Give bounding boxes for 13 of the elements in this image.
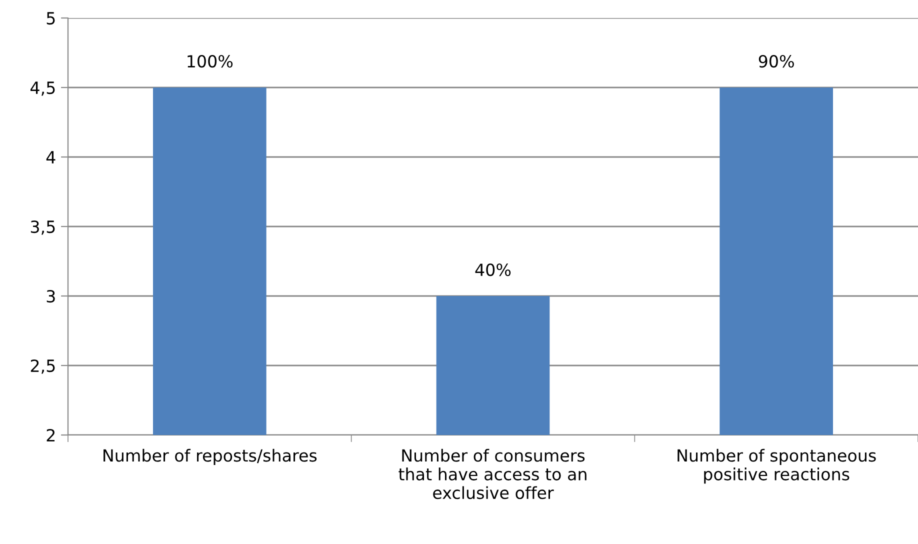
x-tick-label: Number of consumers that have access to an exclusive offer (398, 448, 586, 500)
x-tick-label: Number of reposts/shares (104, 448, 317, 466)
annotation: 90% (758, 54, 794, 68)
y-tick-label: 2 (46, 428, 55, 442)
y-tick-label: 3,5 (30, 220, 55, 235)
x-tick-label: Number of spontaneous positive reactions (678, 448, 876, 484)
annotation: 100% (188, 54, 233, 68)
y-tick-label: 4 (46, 151, 56, 164)
y-tick-label: 4,5 (30, 82, 55, 96)
y-tick-label: 5 (46, 12, 55, 25)
y-tick-label: 2,5 (30, 359, 55, 374)
annotation: 40% (475, 263, 511, 276)
y-tick-label: 3 (46, 290, 55, 303)
